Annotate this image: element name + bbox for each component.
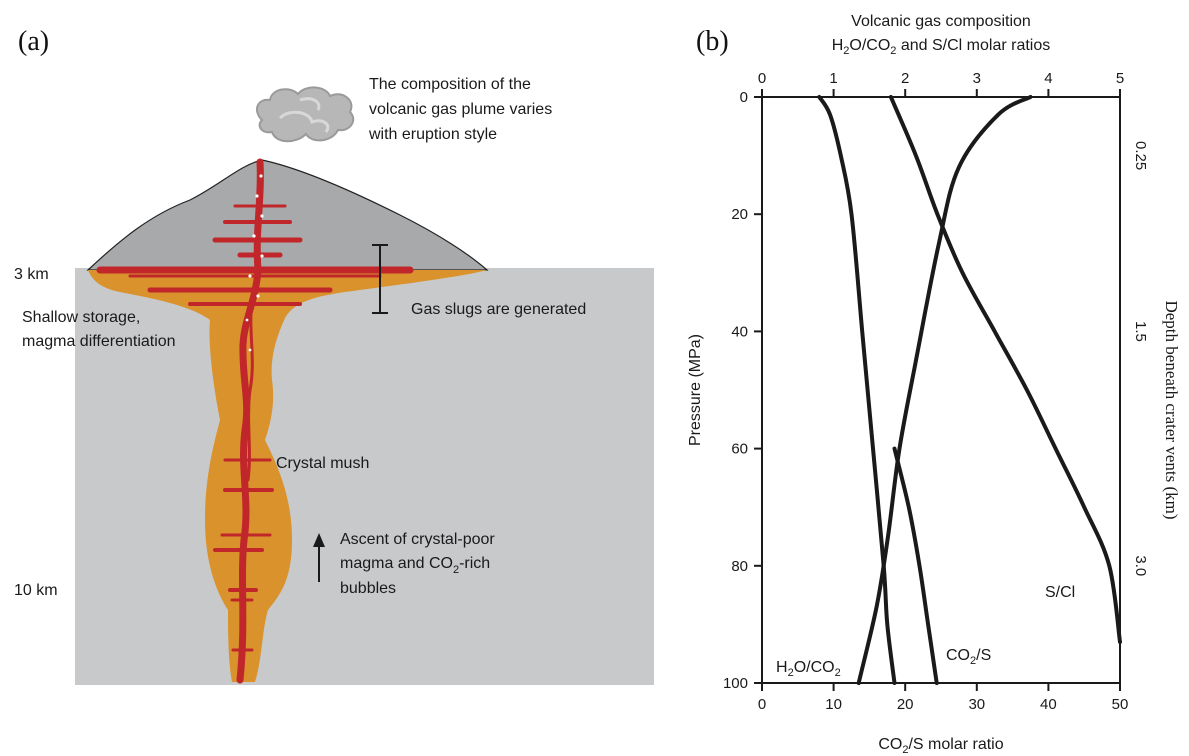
right-tick-label: 3.0 bbox=[1132, 555, 1149, 576]
depth-3km-label: 3 km bbox=[14, 266, 49, 283]
left-axis-ticks: 0 20 40 60 80 100 bbox=[723, 89, 762, 692]
panel-a: (a) bbox=[14, 26, 654, 685]
top-axis-subtitle: H2O/CO2 and S/Cl molar ratios bbox=[832, 37, 1051, 57]
bottom-tick-label: 0 bbox=[758, 696, 766, 713]
shallow-storage-label: Shallow storage, magma differentiation bbox=[22, 309, 176, 350]
bottom-axis-ticks: 0 10 20 30 40 50 bbox=[758, 683, 1129, 713]
panel-b: (b) Volcanic gas composition H2O/CO2 and… bbox=[687, 13, 1181, 756]
left-tick-label: 60 bbox=[731, 441, 748, 458]
bottom-tick-label: 10 bbox=[825, 696, 842, 713]
bottom-tick-label: 50 bbox=[1112, 696, 1129, 713]
crust-block bbox=[75, 268, 654, 685]
top-axis-title: Volcanic gas composition bbox=[851, 13, 1031, 30]
plume-text: The composition of the volcanic gas plum… bbox=[368, 76, 557, 143]
top-tick-label: 3 bbox=[973, 70, 981, 87]
top-tick-label: 0 bbox=[758, 70, 766, 87]
series-line-co2-s bbox=[856, 95, 1033, 685]
gas-slugs-label: Gas slugs are generated bbox=[411, 301, 586, 318]
gas-bubbles bbox=[245, 174, 264, 352]
left-tick-label: 20 bbox=[731, 206, 748, 223]
right-tick-label: 0.25 bbox=[1132, 141, 1149, 170]
curve-label-h2o-co2: H2O/CO2 bbox=[776, 659, 841, 679]
gas-plume-icon bbox=[255, 86, 355, 143]
panel-b-label: (b) bbox=[696, 26, 729, 57]
left-tick-label: 100 bbox=[723, 675, 748, 692]
series-line-s-cl bbox=[888, 95, 1122, 644]
chart-curves bbox=[817, 95, 1122, 685]
left-axis-title: Pressure (MPa) bbox=[687, 334, 704, 446]
left-tick-label: 40 bbox=[731, 323, 748, 340]
top-tick-label: 1 bbox=[829, 70, 837, 87]
curve-label-s-cl: S/Cl bbox=[1045, 584, 1075, 601]
depth-10km-label: 10 km bbox=[14, 582, 58, 599]
curve-label-co2-s: CO2/S bbox=[946, 647, 991, 667]
top-tick-label: 2 bbox=[901, 70, 909, 87]
magma-conduit bbox=[96, 158, 414, 684]
top-tick-label: 4 bbox=[1044, 70, 1052, 87]
right-tick-label: 1.5 bbox=[1132, 321, 1149, 342]
volcanic-edifice bbox=[86, 159, 489, 271]
top-axis-ticks: 0 1 2 3 4 5 bbox=[758, 70, 1124, 97]
right-axis-ticks: 0.25 1.5 3.0 bbox=[1132, 141, 1149, 576]
series-line-h2o-co2 bbox=[817, 95, 897, 685]
bottom-tick-label: 40 bbox=[1040, 696, 1057, 713]
left-tick-label: 0 bbox=[740, 89, 748, 106]
bottom-axis-title: CO2/S molar ratio bbox=[878, 736, 1003, 756]
series-line-co2-s-lower bbox=[892, 446, 939, 685]
range-bracket-icon bbox=[372, 244, 388, 314]
left-tick-label: 80 bbox=[731, 558, 748, 575]
ascent-label: Ascent of crystal-poor magma and CO2-ric… bbox=[340, 531, 499, 597]
crystal-mush-label: Crystal mush bbox=[276, 455, 369, 472]
bottom-tick-label: 20 bbox=[897, 696, 914, 713]
bottom-tick-label: 30 bbox=[968, 696, 985, 713]
right-axis-title: Depth beneath crater vents (km) bbox=[1162, 300, 1181, 519]
panel-a-label: (a) bbox=[18, 26, 49, 57]
top-tick-label: 5 bbox=[1116, 70, 1124, 87]
up-arrow-icon bbox=[313, 533, 325, 582]
